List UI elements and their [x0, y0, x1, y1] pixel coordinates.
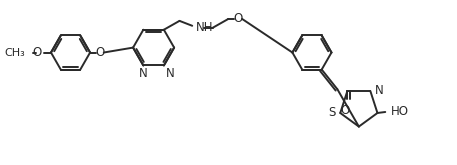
Text: O: O — [95, 46, 105, 59]
Text: N: N — [139, 67, 148, 81]
Text: HO: HO — [391, 104, 409, 117]
Text: CH₃: CH₃ — [5, 48, 26, 58]
Text: NH: NH — [196, 21, 213, 34]
Text: O: O — [32, 46, 41, 59]
Text: S: S — [328, 106, 335, 119]
Text: O: O — [234, 12, 243, 25]
Text: O: O — [341, 104, 350, 117]
Text: N: N — [166, 67, 175, 81]
Text: N: N — [375, 84, 384, 98]
